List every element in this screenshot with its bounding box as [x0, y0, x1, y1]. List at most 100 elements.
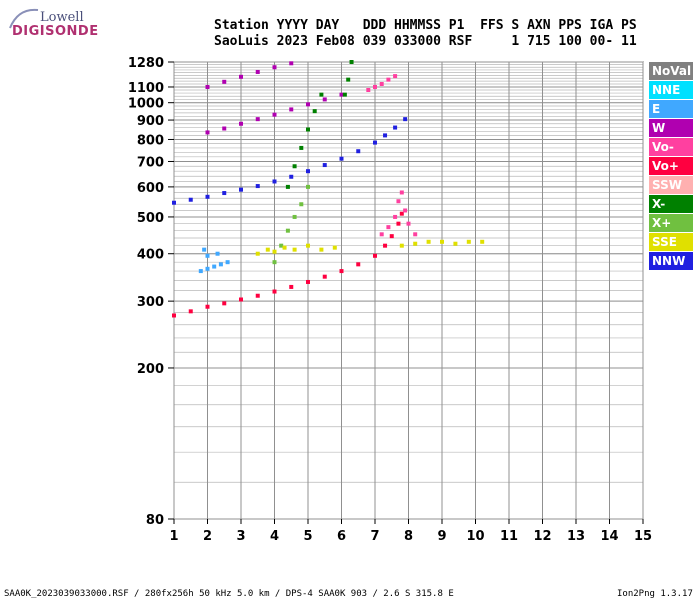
x-tick-label: 7 [370, 529, 379, 544]
data-point-s8 [306, 243, 310, 248]
data-point-s8 [255, 251, 260, 256]
data-point-s10 [396, 199, 401, 204]
data-point-s5 [292, 164, 297, 169]
data-point-s11 [366, 88, 371, 93]
data-point-s4 [306, 184, 310, 189]
x-tick-label: 9 [437, 529, 446, 544]
data-point-s3 [255, 69, 260, 74]
legend-item-nnw: NNW [649, 252, 693, 270]
data-point-s0 [172, 313, 176, 318]
y-tick-label: 700 [137, 155, 164, 170]
data-point-s5 [285, 184, 290, 189]
data-point-s4 [279, 243, 284, 248]
y-tick-label: 1000 [128, 97, 164, 112]
header-labels: Station YYYY DAY DDD HHMMSS P1 FFS S AXN… [214, 18, 637, 33]
data-point-s8 [292, 247, 297, 252]
y-tick-label: 200 [137, 362, 164, 377]
data-point-s9 [413, 241, 418, 246]
data-point-s0 [396, 221, 401, 226]
x-tick-label: 13 [567, 529, 585, 544]
x-tick-label: 10 [466, 529, 484, 544]
legend-item-nne: NNE [649, 81, 693, 99]
legend-item-sse: SSE [649, 233, 693, 251]
y-tick-label: 400 [137, 248, 164, 263]
x-tick-label: 3 [236, 529, 245, 544]
x-tick-label: 4 [270, 529, 279, 544]
legend-item-x: X+ [649, 214, 693, 232]
data-point-s1 [222, 191, 227, 196]
data-point-s2 [272, 112, 277, 117]
data-point-s9 [399, 243, 404, 248]
data-point-s2 [205, 130, 210, 135]
data-point-s6 [342, 92, 347, 97]
data-point-s1 [289, 174, 294, 179]
data-point-s1 [373, 140, 377, 145]
data-point-s4 [285, 228, 290, 233]
data-point-s0 [383, 243, 388, 248]
data-point-s6 [349, 60, 354, 64]
legend-item-w: W [649, 119, 693, 137]
data-point-s5 [312, 109, 317, 114]
data-point-s0 [272, 289, 277, 294]
data-point-s7 [202, 247, 207, 252]
data-point-s8 [272, 249, 277, 254]
data-point-s2 [255, 117, 260, 122]
data-point-s3 [239, 74, 243, 79]
logo-arc-icon [9, 8, 39, 29]
data-point-s5 [319, 92, 324, 97]
data-layer [172, 60, 485, 318]
x-tick-label: 14 [600, 529, 618, 544]
y-tick-label: 500 [137, 211, 164, 226]
data-point-s1 [239, 187, 243, 192]
data-point-s0 [239, 297, 243, 302]
data-point-s2 [239, 121, 243, 126]
legend-item-vo: Vo+ [649, 157, 693, 175]
axis-layer: 1 2 3 4 5 6 7 8 9 10 11 12 13 14 158020030040050060070… [128, 56, 652, 544]
data-point-s0 [339, 269, 344, 274]
data-point-s0 [399, 211, 404, 216]
data-point-s7 [205, 253, 210, 258]
grid-layer [173, 61, 644, 520]
data-point-s1 [403, 117, 408, 122]
data-point-s1 [172, 200, 176, 205]
data-point-s0 [322, 274, 327, 279]
y-tick-label: 900 [137, 114, 164, 129]
data-point-s0 [389, 234, 394, 239]
data-point-s9 [426, 239, 431, 244]
data-point-s0 [306, 279, 310, 284]
data-point-s3 [272, 65, 277, 70]
data-point-s3 [289, 61, 294, 66]
data-point-s9 [440, 239, 444, 244]
data-point-s11 [386, 77, 391, 82]
data-point-s4 [272, 260, 277, 265]
data-point-s8 [265, 247, 270, 252]
y-tick-label: 80 [146, 513, 164, 528]
data-point-s8 [319, 247, 324, 252]
data-point-s2 [306, 102, 310, 107]
data-point-s11 [393, 74, 398, 79]
data-point-s7 [215, 251, 220, 256]
data-point-s2 [322, 97, 327, 102]
data-point-s10 [379, 232, 384, 237]
data-point-s9 [453, 241, 458, 246]
y-tick-label: 600 [137, 181, 164, 196]
data-point-s10 [399, 190, 404, 195]
data-point-s7 [218, 262, 223, 267]
data-point-s3 [222, 79, 227, 84]
data-point-s4 [292, 214, 297, 219]
data-point-s7 [205, 266, 210, 271]
legend-item-noval: NoVal [649, 62, 693, 80]
data-point-s5 [299, 145, 304, 150]
x-tick-label: 8 [404, 529, 413, 544]
data-point-s2 [222, 126, 227, 131]
data-point-s0 [356, 262, 361, 267]
legend-item-vo: Vo- [649, 138, 693, 156]
data-point-s7 [198, 269, 203, 274]
data-point-s6 [346, 77, 351, 82]
data-point-s10 [413, 232, 418, 237]
data-point-s10 [393, 214, 398, 219]
legend-item-ssw: SSW [649, 176, 693, 194]
x-tick-label: 12 [533, 529, 551, 544]
data-point-s4 [299, 202, 304, 207]
logo-digisonde-text: DIGISONDE [12, 24, 99, 39]
